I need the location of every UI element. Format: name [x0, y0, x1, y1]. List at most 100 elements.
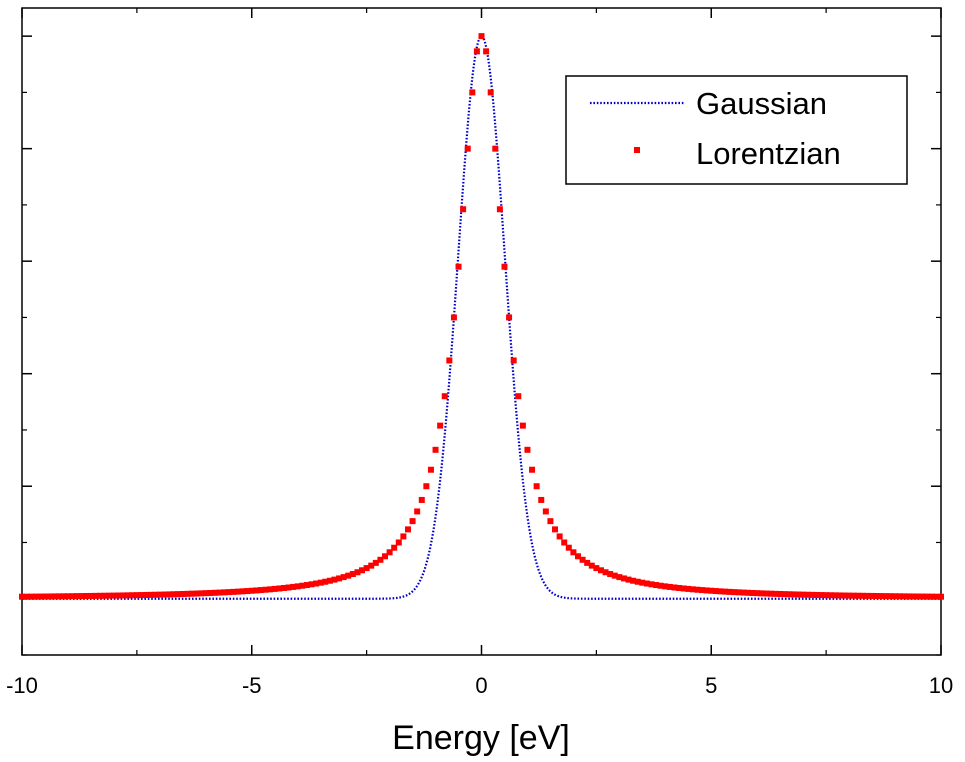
lorentzian-point	[211, 589, 218, 596]
lorentzian-point	[345, 572, 352, 579]
lorentzian-point	[836, 592, 843, 599]
lorentzian-point	[382, 553, 388, 560]
lorentzian-point	[694, 586, 701, 593]
lorentzian-point	[464, 145, 471, 152]
lorentzian-point	[313, 580, 320, 587]
lorentzian-point	[653, 582, 660, 589]
lorentzian-point	[147, 591, 154, 598]
lorentzian-point	[78, 593, 85, 600]
lorentzian-point	[391, 544, 398, 551]
lorentzian-point	[244, 588, 251, 595]
lorentzian-point	[331, 576, 338, 583]
lorentzian-point	[616, 574, 623, 581]
lorentzian-point	[800, 591, 807, 598]
lorentzian-point	[404, 526, 411, 533]
lorentzian-point	[501, 263, 508, 270]
lorentzian-point	[340, 574, 347, 581]
lorentzian-point	[483, 48, 490, 55]
lorentzian-point	[915, 593, 922, 600]
lorentzian-point	[882, 593, 889, 600]
lorentzian-point	[708, 587, 715, 594]
lorentzian-point	[156, 591, 163, 598]
lorentzian-point	[423, 483, 430, 490]
lorentzian-point	[841, 592, 848, 599]
lorentzian-point	[685, 585, 692, 592]
lorentzian-point	[763, 590, 770, 597]
lorentzian-point	[299, 582, 306, 589]
lorentzian-point	[933, 593, 940, 600]
series-layer	[19, 33, 944, 600]
lorentzian-point	[32, 593, 39, 600]
lorentzian-point	[740, 589, 747, 596]
lorentzian-point	[804, 591, 811, 598]
lorentzian-point	[896, 593, 903, 600]
lorentzian-point	[602, 569, 609, 576]
lorentzian-point	[754, 590, 761, 597]
legend-box	[565, 75, 908, 185]
lorentzian-point	[699, 587, 706, 594]
lorentzian-point	[23, 593, 30, 600]
lorentzian-point	[878, 593, 885, 600]
lorentzian-point	[193, 590, 200, 597]
lorentzian-point	[41, 593, 48, 600]
lorentzian-point	[120, 592, 127, 599]
lorentzian-point	[561, 539, 568, 546]
lorentzian-point	[354, 569, 361, 576]
lorentzian-point	[510, 357, 517, 364]
lorentzian-point	[887, 593, 894, 600]
lorentzian-point	[450, 314, 457, 321]
x-axis-title: Energy [eV]	[392, 719, 570, 757]
lorentzian-point	[262, 586, 269, 593]
lorentzian-point	[607, 571, 614, 578]
lorentzian-point	[924, 593, 931, 600]
lorentzian-point	[689, 586, 696, 593]
lorentzian-point	[409, 518, 416, 525]
lorentzian-point	[37, 593, 44, 600]
lorentzian-point	[92, 592, 99, 599]
lorentzian-point	[758, 590, 765, 597]
lorentzian-point	[625, 576, 632, 583]
lorentzian-point	[832, 592, 839, 599]
lorentzian-point	[336, 575, 343, 582]
lorentzian-point	[547, 518, 554, 525]
lorentzian-point	[648, 581, 655, 588]
lorentzian-point	[60, 593, 67, 600]
lorentzian-point	[726, 588, 733, 595]
lorentzian-point	[643, 580, 650, 587]
lorentzian-point	[671, 584, 678, 591]
lorentzian-point	[303, 582, 310, 589]
lorentzian-point	[308, 581, 315, 588]
legend-lorentzian-label: Lorentzian	[696, 136, 841, 171]
lorentzian-point	[506, 314, 513, 321]
lorentzian-point	[850, 592, 857, 599]
lorentzian-point	[515, 393, 522, 400]
lorentzian-point	[593, 565, 600, 572]
lorentzian-point	[676, 584, 683, 591]
lorentzian-point	[446, 357, 453, 364]
lorentzian-point	[657, 582, 664, 589]
lorentzian-point	[892, 593, 899, 600]
lorentzian-point	[138, 592, 145, 599]
lorentzian-point	[55, 593, 62, 600]
lorentzian-point	[359, 567, 366, 574]
lorentzian-point	[143, 591, 150, 598]
lorentzian-point	[432, 446, 439, 453]
lorentzian-point	[239, 588, 246, 595]
lorentzian-point	[437, 422, 444, 429]
lorentzian-point	[234, 588, 241, 595]
lorentzian-point	[170, 591, 177, 598]
lorentzian-point	[588, 562, 595, 569]
lorentzian-point	[97, 592, 104, 599]
lorentzian-point	[928, 593, 935, 600]
lorentzian-point	[864, 592, 871, 599]
lorentzian-point	[317, 579, 324, 586]
lorentzian-point	[469, 89, 476, 96]
lorentzian-point	[124, 592, 131, 599]
axis-ticks	[21, 8, 942, 656]
lorentzian-point	[166, 591, 173, 598]
lorentzian-point	[441, 393, 448, 400]
lorentzian-point	[542, 508, 549, 515]
lorentzian-point	[106, 592, 113, 599]
x-tick-label: 5	[705, 673, 717, 698]
